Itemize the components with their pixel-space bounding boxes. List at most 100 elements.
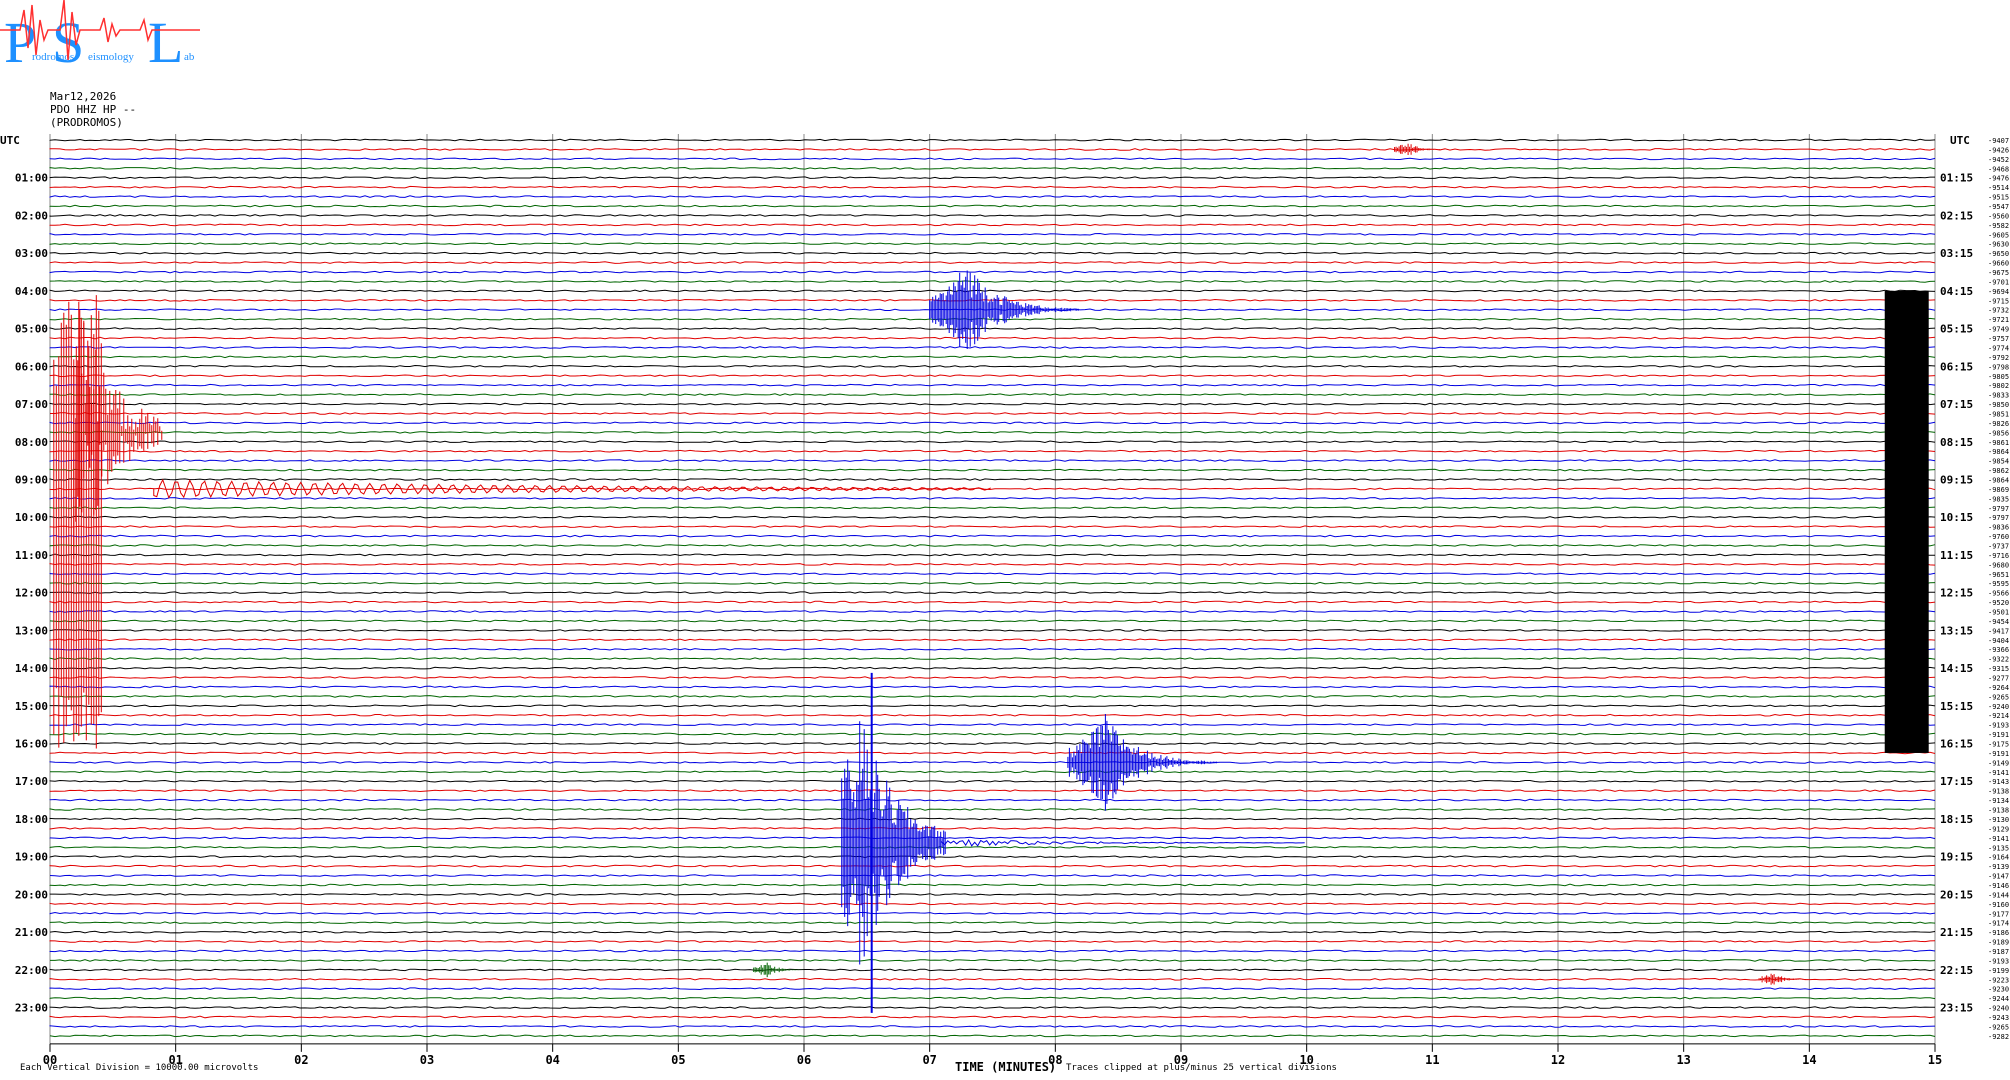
trace-line: [49, 374, 1936, 378]
trace-offset-label: -9660: [1988, 260, 2009, 268]
utc-label-left: UTC: [0, 134, 20, 147]
trace-line: [49, 185, 1936, 189]
trace-offset-label: -9835: [1988, 495, 2009, 503]
trace-offset-label: -9193: [1988, 957, 2009, 965]
trace-offset-label: -9138: [1988, 807, 2009, 815]
trace-line: [49, 223, 1936, 227]
trace-offset-label: -9174: [1988, 920, 2009, 928]
trace-offset-label: -9864: [1988, 448, 2009, 456]
trace-offset-label: -9130: [1988, 816, 2009, 824]
trace-offset-label: -9404: [1988, 637, 2009, 645]
trace-line: [49, 176, 1935, 180]
trace-line: [49, 930, 1936, 934]
hour-label-left: 16:00: [15, 738, 48, 751]
trace-offset-label: -9243: [1988, 1014, 2009, 1022]
trace-line: [49, 581, 1936, 585]
hour-label-left: 05:00: [15, 323, 48, 336]
hour-label-right: 18:15: [1940, 813, 1973, 826]
trace-line: [49, 440, 1936, 444]
trace-line: [49, 779, 1936, 783]
trace-line: [49, 695, 1936, 698]
trace-offset-label: -9191: [1988, 731, 2009, 739]
trace-offset-label: -9265: [1988, 1023, 2009, 1031]
hour-label-left: 18:00: [15, 813, 48, 826]
trace-line: [49, 704, 1936, 708]
trace-line: [49, 883, 1936, 887]
trace-offset-label: -9426: [1988, 146, 2009, 154]
trace-offset-label: -9454: [1988, 618, 2009, 626]
trace-offset-label: -9240: [1988, 1005, 2009, 1013]
trace-line: [49, 647, 1936, 651]
trace-offset-label: -9694: [1988, 288, 2009, 296]
hour-label-right: 05:15: [1940, 323, 1973, 336]
event-waveforms: [53, 143, 1929, 1013]
trace-line: [49, 525, 1936, 528]
trace-line: [49, 591, 1936, 594]
event-coda: [153, 478, 991, 499]
trace-line: [49, 317, 1936, 321]
logo-letter-s: S: [52, 10, 84, 75]
hour-label-left: 04:00: [15, 285, 48, 298]
trace-line: [49, 515, 1936, 519]
trace-line: [49, 657, 1936, 660]
trace-offset-label: -9476: [1988, 175, 2009, 183]
trace-line: [49, 487, 1936, 491]
trace-line: [49, 1025, 1936, 1028]
trace-offset-label: -9520: [1988, 599, 2009, 607]
x-tick-label: 03: [420, 1053, 434, 1067]
trace-line: [49, 506, 1936, 510]
grid-lines: [49, 134, 1936, 1052]
trace-offset-label: -9175: [1988, 741, 2009, 749]
trace-offset-label: -9407: [1988, 137, 2009, 145]
event-waveform: [73, 310, 163, 559]
trace-line: [49, 666, 1936, 670]
trace-line: [49, 251, 1936, 255]
hour-label-right: 19:15: [1940, 851, 1973, 864]
trace-line: [49, 157, 1936, 161]
trace-line: [49, 600, 1936, 604]
trace-offset-label: -9836: [1988, 524, 2009, 532]
trace-line: [49, 723, 1936, 727]
trace-offset-label: -9797: [1988, 514, 2009, 522]
hour-label-right: 17:15: [1940, 775, 1973, 788]
trace-offset-label: -9240: [1988, 703, 2009, 711]
hour-label-right: 15:15: [1940, 700, 1973, 713]
event-coda: [941, 838, 1305, 847]
trace-offset-label: -9191: [1988, 750, 2009, 758]
trace-line: [49, 544, 1936, 547]
hour-label-right: 08:15: [1940, 436, 1973, 449]
trace-offset-label: -9186: [1988, 929, 2009, 937]
hour-label-left: 02:00: [15, 209, 48, 222]
trace-line: [49, 808, 1936, 811]
trace-offset-label: -9802: [1988, 382, 2009, 390]
trace-offset-label: -9501: [1988, 609, 2009, 617]
hour-label-left: 01:00: [15, 172, 48, 185]
x-tick-label: 14: [1802, 1053, 1816, 1067]
trace-offset-label: -9701: [1988, 278, 2009, 286]
hour-label-left: 06:00: [15, 360, 48, 373]
trace-offset-label: -9452: [1988, 156, 2009, 164]
trace-offset-label: -9214: [1988, 712, 2009, 720]
hour-label-left: 23:00: [15, 1002, 48, 1015]
trace-offset-label: -9189: [1988, 939, 2009, 947]
trace-offset-label: -9716: [1988, 552, 2009, 560]
logo-word-3: ab: [184, 51, 195, 63]
hour-label-right: 03:15: [1940, 247, 1973, 260]
trace-offset-label: -9547: [1988, 203, 2009, 211]
trace-offset-label: -9514: [1988, 184, 2009, 192]
trace-line: [49, 468, 1936, 472]
trace-line: [49, 996, 1936, 1000]
trace-offset-label: -9650: [1988, 250, 2009, 258]
trace-offset-label: -9146: [1988, 882, 2009, 890]
trace-offset-label: -9141: [1988, 769, 2009, 777]
trace-offset-label: -9854: [1988, 458, 2009, 466]
trace-line: [49, 968, 1936, 972]
logo-word-1: rodromos: [32, 51, 74, 63]
event-waveform: [1394, 143, 1445, 155]
x-tick-label: 07: [922, 1053, 936, 1067]
trace-line: [49, 270, 1936, 274]
trace-line: [49, 761, 1936, 764]
x-tick-label: 12: [1551, 1053, 1565, 1067]
trace-line: [49, 148, 1936, 151]
